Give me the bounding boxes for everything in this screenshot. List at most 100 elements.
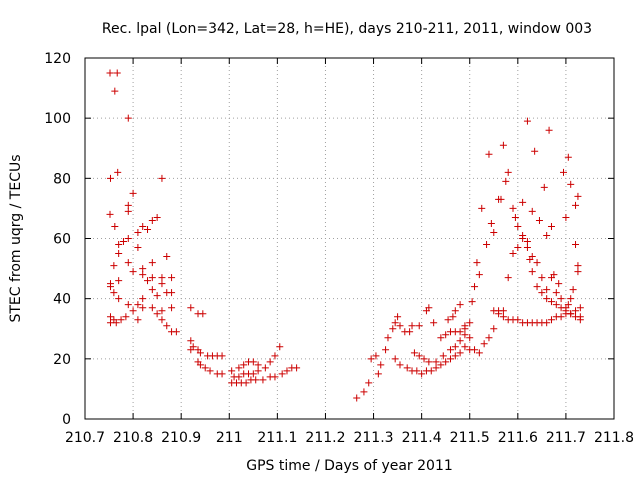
- data-point: [514, 244, 522, 252]
- data-point: [201, 364, 209, 372]
- data-point: [158, 174, 166, 182]
- x-tick-label: 211.7: [546, 430, 586, 446]
- data-point: [444, 316, 452, 324]
- data-point: [139, 222, 147, 230]
- data-point: [471, 283, 479, 291]
- data-point: [240, 361, 248, 369]
- data-point: [413, 367, 421, 375]
- data-point: [415, 322, 423, 330]
- data-point: [353, 394, 361, 402]
- data-point: [543, 295, 551, 303]
- data-point: [487, 219, 495, 227]
- data-point: [432, 364, 440, 372]
- data-point: [206, 367, 214, 375]
- data-point: [158, 316, 166, 324]
- data-point: [545, 126, 553, 134]
- data-point: [485, 334, 493, 342]
- data-point: [148, 216, 156, 224]
- data-point: [124, 207, 132, 215]
- data-point: [528, 268, 536, 276]
- data-point: [572, 307, 580, 315]
- data-point: [490, 325, 498, 333]
- data-point: [106, 69, 114, 77]
- data-point: [543, 319, 551, 327]
- data-point: [437, 361, 445, 369]
- x-tick-label: 211.2: [305, 430, 345, 446]
- data-point: [124, 201, 132, 209]
- data-point: [134, 301, 142, 309]
- data-point: [119, 238, 127, 246]
- data-point: [172, 328, 180, 336]
- data-point: [377, 361, 385, 369]
- data-point: [153, 213, 161, 221]
- x-tick-label: 211.6: [498, 430, 538, 446]
- data-point: [574, 192, 582, 200]
- data-point: [115, 241, 123, 249]
- data-point: [576, 316, 584, 324]
- data-point: [106, 283, 114, 291]
- data-point: [394, 313, 402, 321]
- data-point: [252, 376, 260, 384]
- data-point: [557, 304, 565, 312]
- x-tick-label: 211.5: [450, 430, 490, 446]
- data-point: [367, 355, 375, 363]
- data-point: [418, 370, 426, 378]
- data-point: [129, 268, 137, 276]
- data-point: [576, 304, 584, 312]
- data-point: [430, 319, 438, 327]
- data-point: [540, 183, 548, 191]
- data-point: [451, 352, 459, 360]
- data-points: [106, 69, 584, 402]
- data-point: [266, 358, 274, 366]
- x-tick-label: 211: [216, 430, 243, 446]
- data-point: [134, 244, 142, 252]
- data-point: [511, 213, 519, 221]
- data-point: [199, 310, 207, 318]
- data-point: [531, 147, 539, 155]
- data-point: [196, 361, 204, 369]
- data-point: [158, 274, 166, 282]
- data-point: [374, 370, 382, 378]
- data-point: [410, 349, 418, 357]
- data-point: [163, 253, 171, 261]
- data-point: [547, 298, 555, 306]
- data-point: [437, 334, 445, 342]
- data-point: [117, 316, 125, 324]
- data-point: [533, 259, 541, 267]
- data-point: [254, 367, 262, 375]
- data-point: [235, 364, 243, 372]
- data-point: [528, 253, 536, 261]
- data-point: [187, 304, 195, 312]
- data-point: [168, 304, 176, 312]
- data-point: [293, 364, 301, 372]
- data-point: [148, 259, 156, 267]
- data-point: [235, 373, 243, 381]
- data-point: [129, 307, 137, 315]
- data-point: [509, 204, 517, 212]
- data-point: [403, 364, 411, 372]
- data-point: [283, 367, 291, 375]
- data-point: [168, 274, 176, 282]
- data-point: [187, 346, 195, 354]
- data-point: [497, 195, 505, 203]
- data-point: [163, 322, 171, 330]
- data-point: [228, 367, 236, 375]
- data-point: [538, 289, 546, 297]
- data-point: [391, 319, 399, 327]
- data-point: [415, 352, 423, 360]
- data-point: [261, 364, 269, 372]
- data-point: [555, 280, 563, 288]
- data-point: [372, 352, 380, 360]
- data-point: [249, 358, 257, 366]
- data-point: [271, 352, 279, 360]
- data-point: [572, 201, 580, 209]
- data-point: [547, 316, 555, 324]
- data-point: [124, 301, 132, 309]
- data-point: [139, 271, 147, 279]
- data-point: [139, 295, 147, 303]
- y-tick-label: 20: [53, 352, 71, 368]
- data-point: [110, 289, 118, 297]
- data-point: [567, 295, 575, 303]
- data-point: [574, 268, 582, 276]
